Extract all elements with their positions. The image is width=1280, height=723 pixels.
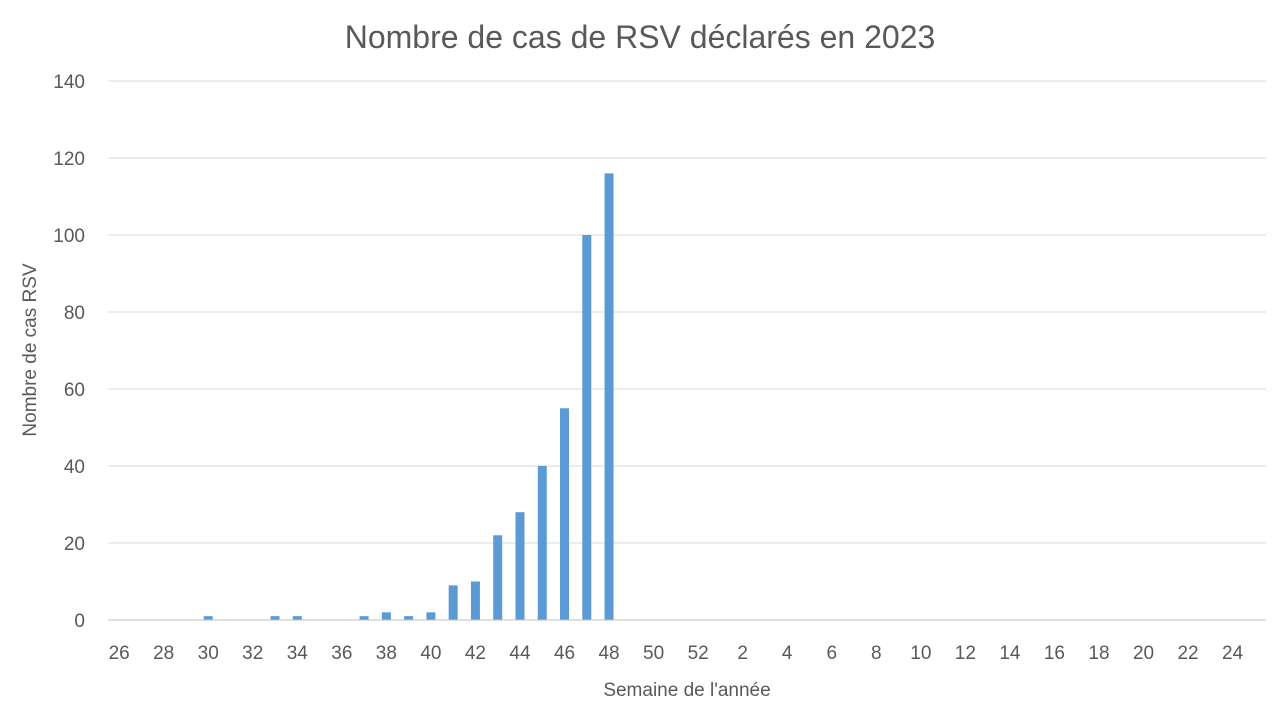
x-tick-label: 4	[782, 643, 793, 664]
bar-week-43	[493, 535, 503, 620]
x-tick-label: 2	[737, 643, 748, 664]
bar-week-33	[270, 616, 280, 620]
bar-week-38	[381, 612, 391, 620]
y-tick-label: 100	[53, 226, 85, 247]
x-tick-label: 28	[153, 643, 174, 664]
bar-week-41	[448, 585, 458, 620]
y-tick-label: 120	[53, 149, 85, 170]
y-tick-label: 140	[53, 72, 85, 93]
gridlines	[108, 80, 1266, 544]
x-tick-label: 34	[287, 643, 309, 664]
x-tick-label: 30	[198, 643, 219, 664]
x-tick-label: 46	[554, 643, 575, 664]
bars	[203, 173, 614, 620]
x-tick-label: 14	[999, 643, 1021, 664]
x-tick-label: 8	[871, 643, 882, 664]
x-tick-label: 50	[643, 643, 664, 664]
x-tick-label: 24	[1222, 643, 1244, 664]
bar-week-45	[537, 466, 547, 620]
x-tick-label: 40	[420, 643, 441, 664]
x-tick-label: 42	[465, 643, 486, 664]
x-tick-label: 52	[688, 643, 709, 664]
x-tick-label: 38	[376, 643, 397, 664]
bar-week-48	[604, 173, 614, 620]
y-tick-label: 0	[74, 611, 85, 632]
y-axis-title: Nombre de cas RSV	[20, 263, 41, 437]
bar-week-37	[359, 616, 369, 620]
x-tick-label: 20	[1133, 643, 1154, 664]
y-tick-label: 60	[64, 380, 85, 401]
bar-week-34	[292, 616, 302, 620]
bar-week-46	[560, 408, 570, 620]
x-tick-label: 18	[1088, 643, 1109, 664]
x-tick-label: 6	[826, 643, 837, 664]
x-tick-label: 48	[598, 643, 619, 664]
bar-week-40	[426, 612, 436, 620]
y-tick-label: 20	[64, 534, 85, 555]
bar-week-44	[515, 512, 525, 620]
y-tick-label: 80	[64, 303, 85, 324]
bar-week-42	[470, 581, 480, 620]
x-tick-label: 44	[509, 643, 531, 664]
x-tick-label: 32	[242, 643, 263, 664]
x-tick-label: 16	[1044, 643, 1065, 664]
x-tick-label: 22	[1177, 643, 1198, 664]
y-axis-ticks: 0 20 40 60 80 100 120 140	[53, 72, 85, 632]
bar-week-39	[404, 616, 414, 620]
bar-week-30	[203, 616, 213, 620]
x-axis-title: Semaine de l'année	[603, 680, 770, 701]
x-tick-label: 12	[955, 643, 976, 664]
y-tick-label: 40	[64, 457, 85, 478]
x-tick-label: 10	[910, 643, 931, 664]
x-tick-label: 36	[331, 643, 352, 664]
bar-week-47	[582, 235, 592, 620]
chart-title: Nombre de cas de RSV déclarés en 2023	[345, 19, 936, 55]
x-axis-ticks: 26 28 30 32 34 36 38 40 42 44 46 48 50 52 2 4 6 8 10 12 14 16…	[109, 643, 1244, 664]
x-tick-label: 26	[109, 643, 130, 664]
